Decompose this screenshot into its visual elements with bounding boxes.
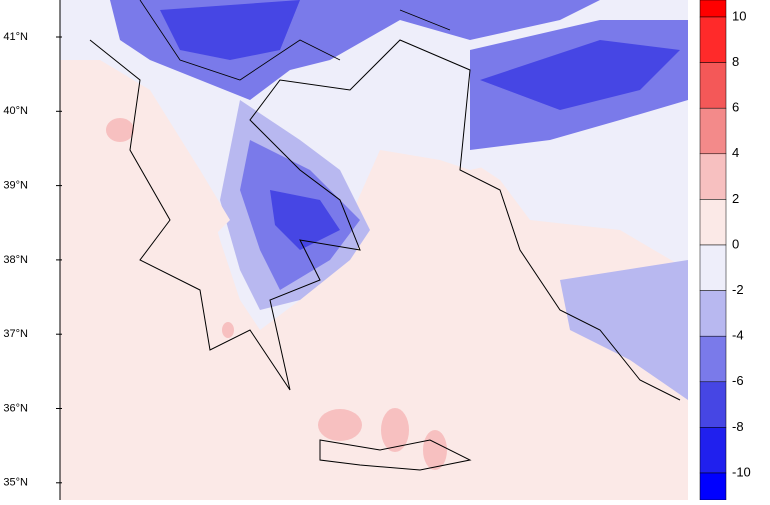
colorbar-label: -10 <box>732 464 751 479</box>
latitude-label: 35°N <box>3 477 28 489</box>
latitude-label: 39°N <box>3 180 28 192</box>
colorbar-bin <box>699 381 727 428</box>
colorbar-label: -8 <box>732 419 744 434</box>
colorbar-label: -6 <box>732 373 744 388</box>
colorbar-label: 8 <box>732 54 739 69</box>
latitude-label: 40°N <box>3 105 28 117</box>
colorbar-label: -2 <box>732 282 744 297</box>
colorbar-label: 0 <box>732 236 739 251</box>
colorbar-bin <box>699 335 727 383</box>
colorbar-label: 4 <box>732 145 739 160</box>
latitude-label: 38°N <box>3 254 28 266</box>
colorbar-bin <box>699 0 727 18</box>
colorbar-bin <box>699 427 727 474</box>
latitude-label: 41°N <box>3 31 28 43</box>
colorbar-bin <box>699 107 727 155</box>
colorbar-bin <box>699 290 727 337</box>
colorbar-bin <box>699 244 727 291</box>
colorbar-bin <box>699 153 727 200</box>
colorbar-label: -4 <box>732 328 744 343</box>
colorbar-bin <box>699 472 727 501</box>
latitude-label: 36°N <box>3 402 28 414</box>
colorbar-bin <box>699 62 727 109</box>
colorbar-label: 10 <box>732 8 746 23</box>
latitude-label: 37°N <box>3 328 28 340</box>
latitude-axis: 41°N 40°N 39°N 38°N 37°N 36°N 35°N <box>3 0 62 500</box>
map-field <box>60 0 688 500</box>
colorbar-label: 6 <box>732 100 739 115</box>
colorbar-label: 2 <box>732 191 739 206</box>
colorbar: 10 8 6 4 2 0 -2 -4 -6 -8 -10 <box>699 0 751 501</box>
colorbar-bin <box>699 16 727 63</box>
colorbar-bin <box>699 199 727 246</box>
